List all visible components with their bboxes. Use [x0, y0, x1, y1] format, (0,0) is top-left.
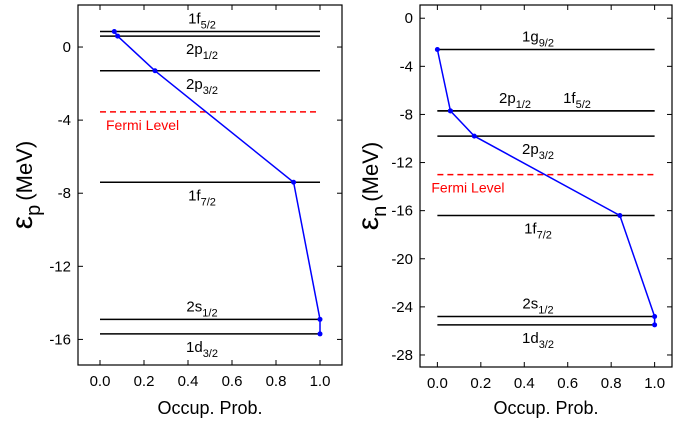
level-subscript: 3/2: [203, 348, 218, 360]
occupancy-point: [317, 331, 323, 337]
x-tick-label: 0.6: [222, 373, 243, 390]
occupancy-point: [652, 322, 658, 328]
level-label: 1f7/2: [524, 220, 552, 241]
level-name: 1f: [188, 187, 201, 204]
fermi-label: Fermi Level: [106, 117, 179, 133]
y-tick-label: -16: [49, 331, 71, 348]
level-label: 1d3/2: [186, 339, 218, 360]
level-name: 1f: [524, 220, 537, 237]
occupancy-point: [617, 212, 623, 218]
level-subscript: 5/2: [576, 99, 591, 111]
level-subscript: 7/2: [201, 196, 216, 208]
occupancy-point: [317, 316, 323, 322]
level-subscript: 1/2: [516, 99, 531, 111]
level-name: 2s: [522, 295, 538, 312]
level-subscript: 1/2: [202, 307, 217, 319]
level-label: 2p1/2: [186, 41, 218, 62]
y-tick-label: 0: [63, 39, 71, 56]
level-label: 2p3/2: [186, 76, 218, 97]
y-tick-label: -4: [400, 58, 413, 75]
level-label: 2s1/2: [522, 295, 553, 316]
y-tick-label: -8: [400, 106, 413, 123]
occupancy-point: [115, 33, 121, 39]
level-subscript: 5/2: [201, 19, 216, 31]
level-label: 1f5/2: [188, 10, 216, 31]
x-tick-label: 0.0: [90, 373, 111, 390]
occupancy-point: [471, 133, 477, 139]
level-subscript: 9/2: [539, 37, 554, 49]
y-axis-unit: (MeV): [358, 142, 383, 202]
level-subscript: 7/2: [537, 229, 552, 241]
level-subscript: 3/2: [539, 150, 554, 162]
level-name: 2p: [186, 76, 203, 93]
y-tick-label: -4: [58, 112, 71, 129]
y-tick-label: -28: [391, 347, 413, 364]
level-name: 2p: [499, 90, 516, 107]
x-tick-label: 0.4: [178, 373, 199, 390]
level-label: 1d3/2: [522, 330, 554, 351]
level-name: 2s: [186, 298, 202, 315]
x-tick-label: 1.0: [644, 375, 665, 392]
y-axis-unit: (MeV): [12, 141, 37, 201]
level-label: 2s1/2: [186, 298, 217, 319]
y-axis-subscript: n: [369, 206, 391, 217]
occupancy-point: [447, 108, 453, 114]
level-subscript: 1/2: [538, 304, 553, 316]
x-tick-label: 0.8: [266, 373, 287, 390]
occupancy-point: [111, 28, 117, 34]
level-name: 1g: [522, 28, 539, 45]
y-axis-title: εn (MeV): [352, 142, 391, 230]
level-name: 1d: [186, 339, 203, 356]
level-name: 2p: [186, 41, 203, 58]
x-tick-label: 0.2: [134, 373, 155, 390]
y-axis-symbol: ε: [352, 217, 385, 230]
y-axis-symbol: ε: [6, 216, 39, 229]
plot-frame: [419, 4, 673, 368]
occupancy-point: [434, 46, 440, 52]
occupancy-point: [652, 313, 658, 319]
level-subscript: 1/2: [203, 50, 218, 62]
level-label: 1f5/2: [563, 90, 591, 111]
level-label: 2p1/2: [499, 90, 531, 111]
y-tick-label: -16: [391, 203, 413, 220]
plot-frame: [77, 4, 343, 366]
x-tick-label: 0.4: [514, 375, 535, 392]
y-tick-label: -20: [391, 251, 413, 268]
y-tick-label: -12: [49, 258, 71, 275]
x-tick-label: 0.6: [557, 375, 578, 392]
occupancy-point: [291, 179, 297, 185]
x-axis-title: Occup. Prob.: [493, 398, 598, 418]
fermi-label: Fermi Level: [431, 180, 504, 196]
y-tick-label: -24: [391, 299, 413, 316]
y-tick-label: -12: [391, 155, 413, 172]
level-name: 2p: [522, 141, 539, 158]
level-name: 1f: [563, 90, 576, 107]
level-subscript: 3/2: [203, 85, 218, 97]
level-label: 1g9/2: [522, 28, 554, 49]
level-subscript: 3/2: [539, 339, 554, 351]
level-label: 2p3/2: [522, 141, 554, 162]
level-name: 1f: [188, 10, 201, 27]
occupancy-point: [152, 68, 158, 74]
x-tick-label: 0.8: [601, 375, 622, 392]
x-axis-title: Occup. Prob.: [157, 398, 262, 418]
x-tick-label: 0.0: [427, 375, 448, 392]
y-tick-label: -8: [58, 185, 71, 202]
level-name: 1d: [522, 330, 539, 347]
y-axis-title: εp (MeV): [6, 141, 45, 229]
y-tick-label: 0: [405, 10, 413, 27]
x-tick-label: 0.2: [470, 375, 491, 392]
level-label: 1f7/2: [188, 187, 216, 208]
x-tick-label: 1.0: [310, 373, 331, 390]
y-axis-subscript: p: [23, 205, 45, 216]
